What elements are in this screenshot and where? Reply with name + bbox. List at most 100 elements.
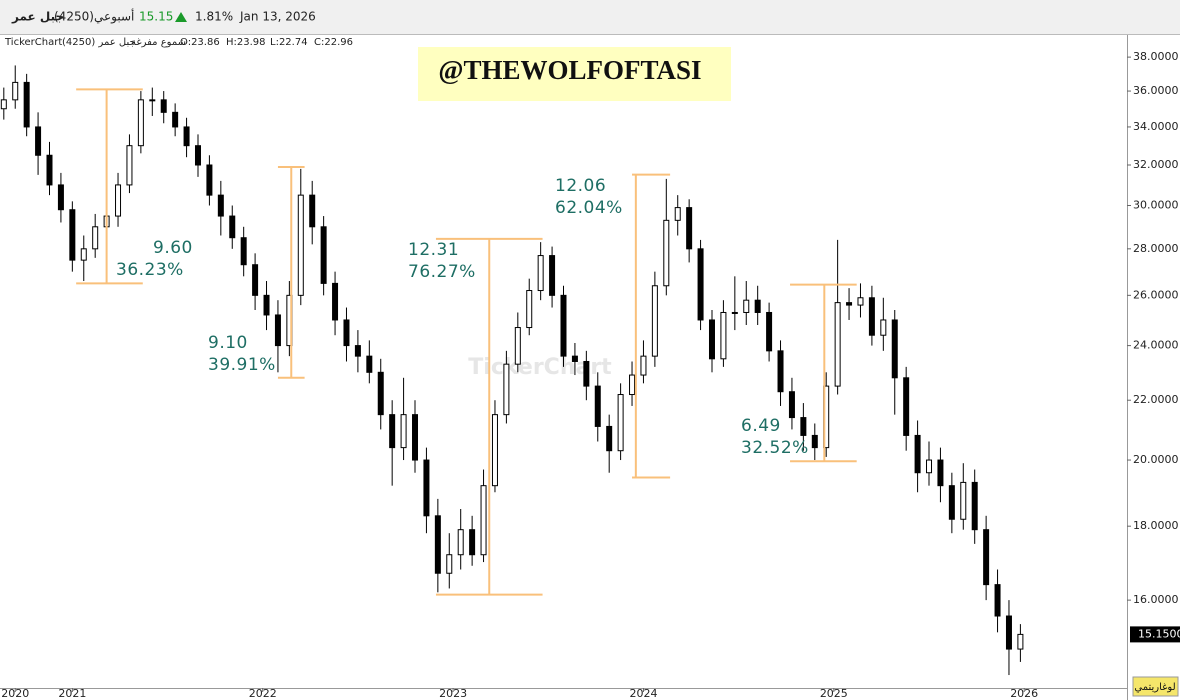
- candle-body: [217, 194, 224, 217]
- y-tick-label: 38.0000: [1133, 50, 1179, 63]
- candle-body: [937, 459, 944, 487]
- x-tick-label: 2026: [1010, 687, 1038, 700]
- change: 1.81%: [195, 10, 233, 24]
- last-price-label: 15.1500: [1138, 627, 1180, 640]
- candle-body: [194, 145, 201, 166]
- y-tick-label: 20.0000: [1133, 453, 1179, 466]
- candle-body: [469, 529, 476, 556]
- candle-body: [240, 237, 247, 266]
- candle-body: [297, 194, 304, 296]
- source: TickerChart: [4, 37, 62, 48]
- candle-body: [389, 414, 396, 449]
- candle-body: [377, 371, 384, 416]
- stock-name: جبل عمر: [11, 10, 64, 24]
- candle-body: [743, 299, 750, 313]
- candle-body: [948, 485, 955, 520]
- candle-body: [777, 350, 784, 393]
- candle-body: [629, 374, 636, 396]
- candle-body: [366, 355, 373, 373]
- scale-box: [1132, 676, 1179, 697]
- candle-body: [149, 99, 156, 102]
- candle-body: [880, 319, 887, 336]
- candle-body: [914, 434, 921, 474]
- y-tick-label: 28.0000: [1133, 242, 1179, 255]
- candle-body: [137, 99, 144, 147]
- candle-body: [549, 255, 556, 296]
- candle-body: [343, 319, 350, 347]
- measure-label: 12.31: [408, 240, 459, 260]
- candle-body: [126, 145, 133, 186]
- candle-body: [274, 314, 281, 347]
- candle-body: [731, 311, 738, 314]
- x-tick-label: 2025: [820, 687, 848, 700]
- candle-body: [434, 515, 441, 574]
- candle-body: [35, 126, 42, 156]
- ohlc-close: C:22.96: [314, 37, 353, 48]
- candle-body: [1017, 633, 1024, 650]
- candle-body: [971, 481, 978, 531]
- candle-body: [206, 164, 213, 196]
- candle-body: [263, 294, 270, 316]
- candle-body: [674, 207, 681, 221]
- candle-body: [92, 226, 99, 250]
- candle-body: [708, 319, 715, 360]
- watermark: @THEWOLFOFTASI: [438, 55, 701, 85]
- candle-body: [457, 529, 464, 556]
- candle-body: [229, 215, 236, 239]
- candle-body: [183, 126, 190, 147]
- candle-body: [868, 297, 875, 336]
- price: 15.15: [139, 10, 173, 24]
- candle-body: [491, 414, 498, 487]
- candle-body: [663, 219, 670, 287]
- candle-body: [172, 111, 179, 128]
- interval: أسبوعي: [94, 9, 134, 25]
- candle-body: [651, 285, 658, 357]
- symbol: (4250) جبل عمر: [62, 37, 136, 48]
- candle-body: [412, 414, 419, 461]
- candle-body: [160, 99, 167, 113]
- candle-body: [697, 248, 704, 321]
- candle-body: [354, 345, 361, 357]
- measure-label: 9.10: [208, 333, 248, 353]
- candle-body: [332, 282, 339, 321]
- measure-percent: 32.52%: [741, 438, 809, 458]
- candle-body: [903, 377, 910, 436]
- candle-body: [720, 311, 727, 360]
- y-tick-label: 26.0000: [1133, 288, 1179, 301]
- measure-percent: 76.27%: [408, 262, 476, 282]
- candle-body: [46, 154, 53, 186]
- candle-body: [560, 294, 567, 357]
- candle-body: [846, 302, 853, 306]
- candle-body: [57, 184, 64, 211]
- candle-body: [686, 207, 693, 250]
- candle-body: [1005, 615, 1012, 650]
- candle-body: [583, 360, 590, 387]
- x-tick-label: 2020: [1, 687, 29, 700]
- y-tick-label: 30.0000: [1133, 199, 1179, 212]
- y-tick-label: 18.0000: [1133, 519, 1179, 532]
- candle-body: [926, 459, 933, 474]
- y-tick-label: 36.0000: [1133, 84, 1179, 97]
- up-arrow: [175, 12, 187, 22]
- candle-body: [23, 81, 30, 128]
- ohlc-low: L:22.74: [270, 37, 308, 48]
- measure-percent: 36.23%: [116, 260, 184, 280]
- x-tick-label: 2023: [439, 687, 467, 700]
- header-bar: [0, 0, 1180, 34]
- candle-body: [320, 226, 327, 284]
- last-price-tag: [1130, 626, 1180, 643]
- candle-body: [594, 385, 601, 427]
- chart-style: شموع مفرغة: [131, 37, 186, 48]
- candle-body: [537, 255, 544, 292]
- candle-body: [891, 319, 898, 379]
- candle-body: [960, 481, 967, 520]
- date: Jan 13, 2026: [239, 10, 316, 24]
- candle-body: [423, 459, 430, 517]
- candle-body: [0, 99, 7, 110]
- candle-body: [617, 394, 624, 452]
- measure-label: 12.06: [555, 176, 606, 196]
- y-tick-label: 22.0000: [1133, 393, 1179, 406]
- candle-body: [857, 297, 864, 306]
